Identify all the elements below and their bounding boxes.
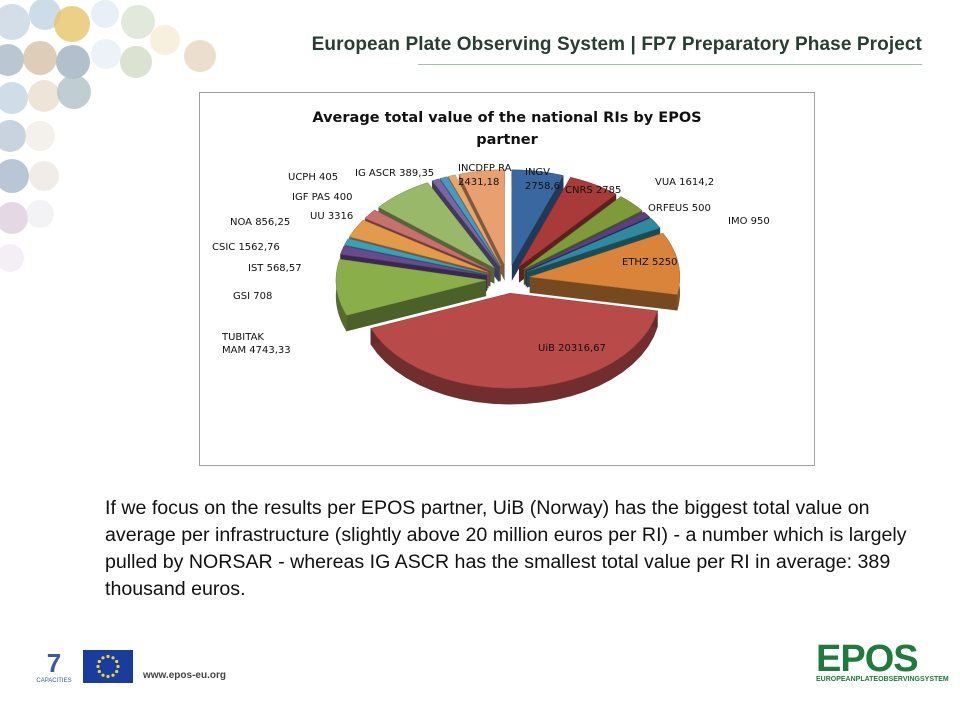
epos-logo: EPOS EUROPEANPLATEOBSERVINGSYSTEM — [816, 638, 949, 690]
pie-label-14: UCPH 405 — [288, 172, 338, 183]
pie-slice-top-16 — [458, 169, 505, 265]
pie-slice-top-4 — [526, 217, 661, 272]
pie-slice-top-14 — [439, 176, 500, 266]
pie-label-2: VUA 1614,2 — [655, 177, 714, 188]
pie-slice-top-13 — [431, 178, 499, 267]
pie-slice-top-15 — [447, 174, 502, 266]
pie-label-11: NOA 856,25 — [230, 217, 290, 228]
pie-slice-top-7 — [335, 258, 487, 316]
chart-frame: Average total value of the national RIs … — [199, 92, 815, 466]
pie-label-8: GSI 708 — [233, 291, 272, 302]
chart-title-line-1: Average total value of the national RIs … — [312, 110, 702, 126]
pie-label-5: ETHZ 5250 — [622, 257, 677, 268]
pie-slice-top-8 — [340, 245, 487, 276]
fp7-logo-capacities: CAPACITIES — [36, 678, 71, 684]
pie-slice-0 — [511, 169, 564, 281]
header-title: European Plate Observing System | FP7 Pr… — [311, 34, 922, 55]
footer-url: www.epos-eu.org — [143, 670, 226, 681]
fp7-logo-number: 7 — [47, 648, 61, 678]
eu-flag-icon — [83, 650, 133, 683]
pie-slice-top-12 — [378, 182, 495, 269]
pie-slice-top-5 — [529, 232, 681, 295]
body-paragraph: If we focus on the results per EPOS part… — [105, 497, 907, 600]
pie-slice-top-1 — [518, 177, 617, 267]
pie-slice-edge-0-1 — [511, 175, 564, 281]
chart-title-line-2: partner — [476, 132, 538, 148]
chart-title: Average total value of the national RIs … — [200, 107, 814, 151]
pie-label-15: IG ASCR 389,35 — [355, 168, 434, 179]
header-divider — [418, 64, 922, 65]
pie-slice-top-9 — [344, 238, 488, 275]
pie-slice-top-11 — [364, 209, 491, 271]
pie-slice-edge-5-1 — [529, 276, 678, 311]
pie-label-10: CSIC 1562,76 — [212, 242, 280, 253]
pie-label-1: CNRS 2785 — [565, 185, 621, 196]
pie-slice-top-0 — [511, 169, 564, 266]
pie-slice-top-10 — [349, 219, 489, 273]
pie-slice-6 — [370, 292, 658, 405]
decorative-photo-collage — [0, 0, 216, 272]
epos-logo-word: EPOS — [816, 638, 919, 680]
pie-label-7: TUBITAK MAM 4743,33 — [221, 332, 291, 356]
pie-chart: INGV 2758,6 CNRS 2785 VUA 1614,2 ORFEUS 500 I… — [212, 163, 770, 405]
pie-slice-edge-7-0 — [346, 280, 487, 332]
pie-slice-7 — [335, 258, 487, 333]
pie-label-16: INCDFP RA 2431,18 — [458, 163, 512, 188]
fp7-logo-icon: 7 CAPACITIES — [36, 648, 71, 684]
pie-slice-top-3 — [525, 211, 651, 271]
pie-label-3: ORFEUS 500 — [648, 203, 711, 214]
pie-slice-top-2 — [523, 196, 643, 270]
pie-label-13: IGF PAS 400 — [292, 192, 352, 203]
pie-slice-top-6 — [370, 292, 658, 389]
pie-label-6: UiB 20316,67 — [538, 343, 606, 354]
pie-label-0: INGV 2758,6 — [525, 167, 560, 192]
pie-label-4: IMO 950 — [728, 216, 770, 227]
pie-label-12: UU 3316 — [310, 211, 353, 222]
pie-label-9: IST 568,57 — [248, 263, 302, 274]
epos-logo-subtitle: EUROPEANPLATEOBSERVINGSYSTEM — [816, 676, 949, 683]
pie-slice-5 — [529, 232, 681, 311]
